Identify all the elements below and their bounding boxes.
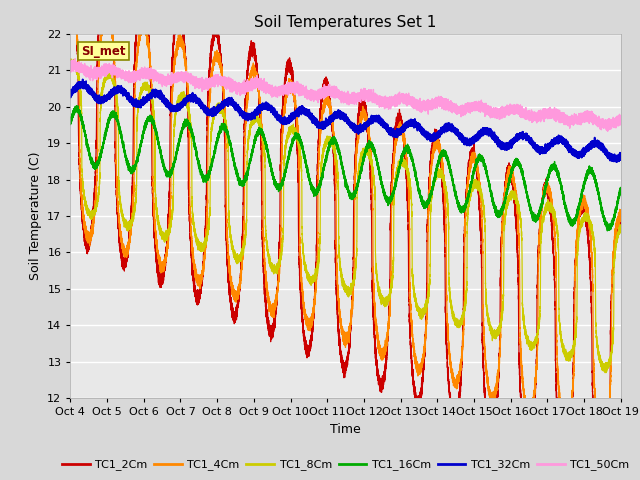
TC1_4Cm [495,366,503,372]
TC1_4Cm [95,52,103,58]
TC1_16Cm [617,185,625,191]
TC1_8Cm [67,56,75,62]
TC1_4Cm [516,339,524,345]
TC1_32Cm [612,159,620,165]
TC1_8Cm [95,185,103,191]
Line: TC1_16Cm: TC1_16Cm [70,106,621,231]
Title: Soil Temperatures Set 1: Soil Temperatures Set 1 [255,15,436,30]
TC1_50Cm [604,128,611,134]
TC1_16Cm [72,103,80,109]
TC1_4Cm [617,211,625,216]
TC1_50Cm [509,105,516,110]
TC1_8Cm [495,324,503,330]
TC1_16Cm [509,165,516,170]
Y-axis label: Soil Temperature (C): Soil Temperature (C) [29,152,42,280]
TC1_50Cm [495,111,503,117]
TC1_16Cm [516,164,524,170]
TC1_50Cm [72,56,79,61]
TC1_8Cm [480,209,488,215]
TC1_8Cm [516,214,524,220]
TC1_4Cm [480,336,488,341]
Line: TC1_8Cm: TC1_8Cm [70,59,621,372]
TC1_8Cm [509,190,516,196]
TC1_50Cm [617,121,625,127]
TC1_32Cm [418,128,426,133]
TC1_32Cm [79,76,86,82]
TC1_4Cm [598,445,605,451]
TC1_32Cm [509,138,516,144]
TC1_8Cm [617,225,625,231]
TC1_50Cm [480,104,488,110]
Legend: TC1_2Cm, TC1_4Cm, TC1_8Cm, TC1_16Cm, TC1_32Cm, TC1_50Cm: TC1_2Cm, TC1_4Cm, TC1_8Cm, TC1_16Cm, TC1… [58,455,634,475]
TC1_16Cm [67,118,74,124]
TC1_50Cm [516,105,524,111]
TC1_16Cm [495,212,503,218]
TC1_32Cm [67,91,74,96]
TC1_2Cm [95,18,103,24]
TC1_32Cm [617,155,625,160]
TC1_16Cm [604,228,611,234]
TC1_16Cm [95,160,103,166]
TC1_50Cm [67,68,74,74]
TC1_32Cm [95,92,103,98]
TC1_2Cm [480,382,488,387]
TC1_50Cm [418,102,426,108]
TC1_4Cm [509,167,516,173]
TC1_8Cm [602,370,609,375]
TC1_4Cm [418,364,426,370]
TC1_2Cm [516,385,524,391]
TC1_2Cm [418,386,426,392]
Line: TC1_50Cm: TC1_50Cm [70,59,621,131]
TC1_2Cm [617,226,625,232]
TC1_2Cm [495,367,503,373]
Text: SI_met: SI_met [81,45,126,58]
Line: TC1_32Cm: TC1_32Cm [70,79,621,162]
TC1_32Cm [480,128,488,134]
TC1_50Cm [95,70,103,76]
TC1_2Cm [509,187,516,192]
TC1_16Cm [480,157,488,163]
X-axis label: Time: Time [330,423,361,436]
Line: TC1_4Cm: TC1_4Cm [70,0,621,448]
TC1_16Cm [418,197,426,203]
TC1_8Cm [418,313,426,319]
TC1_32Cm [495,140,503,146]
Line: TC1_2Cm: TC1_2Cm [70,0,621,480]
TC1_8Cm [67,61,74,67]
TC1_32Cm [516,135,524,141]
